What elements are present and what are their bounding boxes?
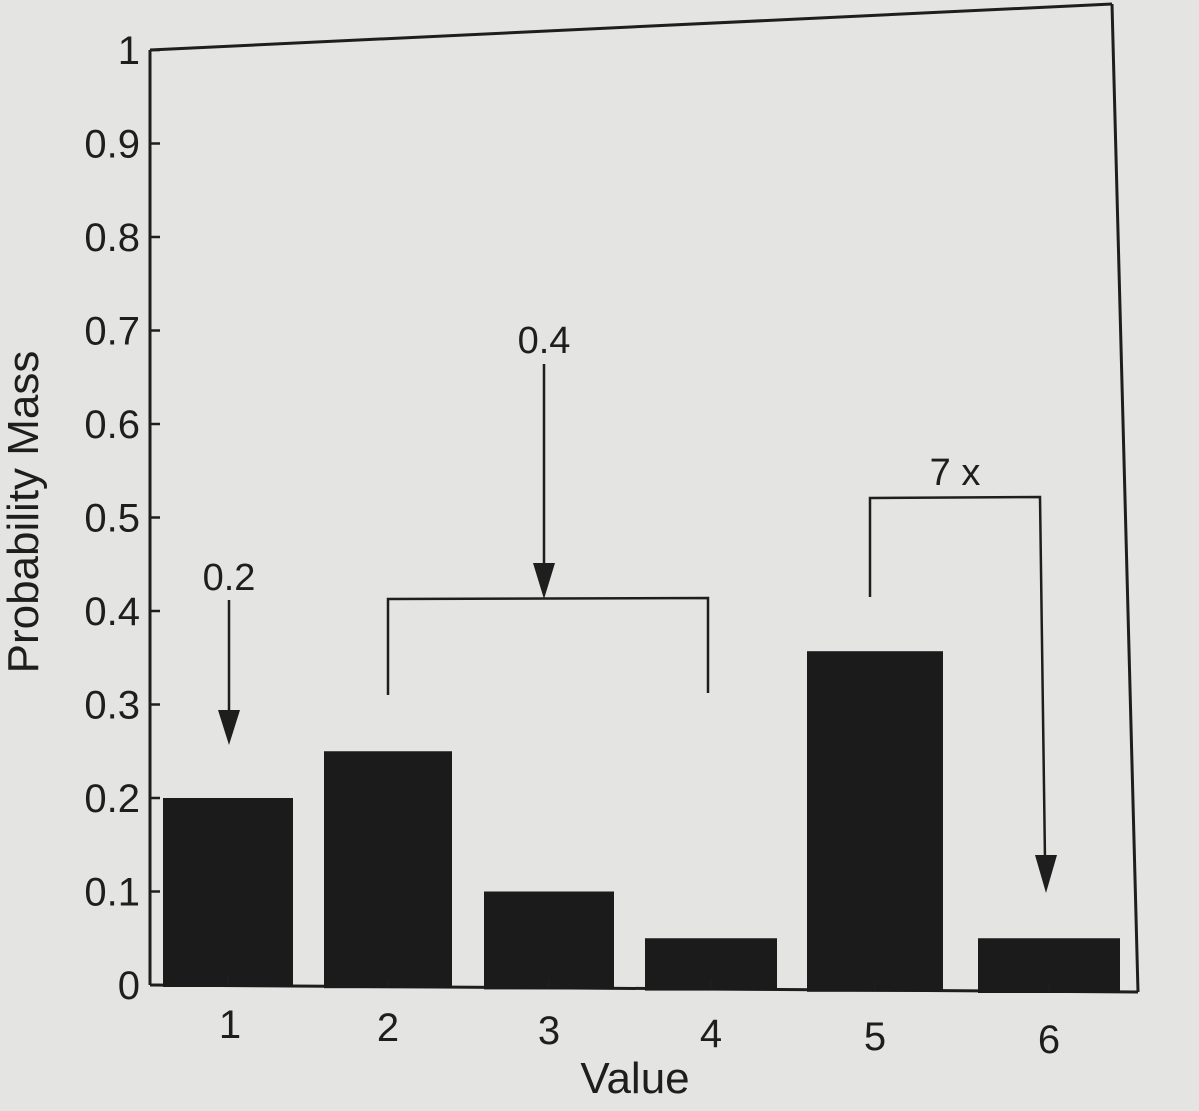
x-axis-title: Value bbox=[580, 1054, 689, 1103]
y-tick-label: 1 bbox=[118, 29, 140, 73]
y-tick-label: 0.2 bbox=[84, 777, 140, 821]
x-tick-label: 4 bbox=[700, 1012, 722, 1056]
y-tick-label: 0.6 bbox=[84, 403, 140, 447]
bar-1 bbox=[163, 798, 293, 987]
x-tick-label: 6 bbox=[1038, 1018, 1060, 1062]
annotation-bracket-2 bbox=[386, 596, 710, 695]
y-tick-label: 0.1 bbox=[84, 871, 140, 915]
arrowhead-1-icon bbox=[218, 710, 240, 745]
annotation-2: 0.4 bbox=[386, 320, 710, 695]
annotation-bracket-3 bbox=[868, 495, 1047, 861]
arrowhead-3-icon bbox=[1035, 855, 1057, 893]
y-tick-label: 0.4 bbox=[84, 590, 140, 634]
y-tick-label: 0.5 bbox=[84, 497, 140, 541]
y-tick-label: 0.9 bbox=[84, 123, 140, 167]
annotation-label-3: 7 x bbox=[930, 452, 981, 494]
y-tick-label: 0.8 bbox=[84, 216, 140, 260]
annotation-1: 0.2 bbox=[203, 557, 256, 745]
bar-5 bbox=[807, 651, 943, 992]
x-tick-labels: 1 2 3 4 5 6 bbox=[219, 977, 1060, 1062]
bar-3 bbox=[484, 891, 614, 990]
annotation-label-2: 0.4 bbox=[518, 320, 571, 362]
right-frame-line bbox=[1110, 3, 1140, 993]
bar-2 bbox=[324, 751, 452, 989]
y-tick-label: 0.3 bbox=[84, 684, 140, 728]
x-axis-line bbox=[149, 983, 1139, 994]
bars bbox=[163, 651, 1120, 993]
y-tick-label: 0 bbox=[118, 964, 140, 1008]
y-tick-label: 0.7 bbox=[84, 310, 140, 354]
annotation-3: 7 x bbox=[868, 452, 1057, 893]
top-frame-line bbox=[149, 2, 1113, 52]
annotation-label-1: 0.2 bbox=[203, 557, 256, 599]
x-tick-label: 5 bbox=[864, 1015, 886, 1059]
y-axis-title: Probability Mass bbox=[0, 351, 48, 674]
y-ticks: 0 0.1 0.2 0.3 0.4 0.5 0.6 0.7 0.8 0.9 1 bbox=[84, 29, 160, 1008]
arrowhead-2-icon bbox=[533, 563, 555, 599]
x-tick-label: 2 bbox=[377, 1006, 399, 1050]
x-tick-label: 3 bbox=[538, 1009, 560, 1053]
x-tick-label: 1 bbox=[219, 1003, 241, 1047]
